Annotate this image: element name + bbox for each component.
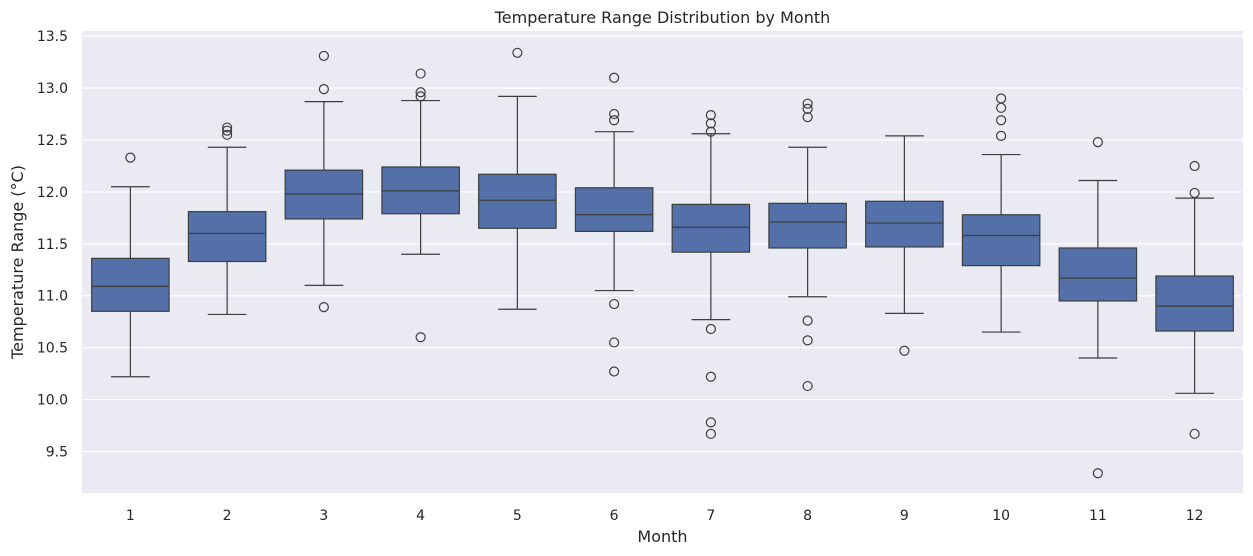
outlier-point xyxy=(1189,428,1200,439)
outlier-point xyxy=(802,103,813,114)
box-month-4 xyxy=(381,68,460,343)
outlier-point xyxy=(802,98,813,109)
outlier-point xyxy=(415,68,426,79)
y-tick-label: 11.5 xyxy=(37,237,68,253)
x-tick-label: 1 xyxy=(126,508,135,524)
outlier-point xyxy=(609,366,620,377)
grid-lines xyxy=(82,35,1243,453)
x-tick-label: 7 xyxy=(706,508,715,524)
x-tick-label: 2 xyxy=(223,508,232,524)
outlier-point xyxy=(415,91,426,102)
y-tick-label: 12.5 xyxy=(37,133,68,149)
box-month-12 xyxy=(1155,160,1234,439)
iqr-box xyxy=(671,203,751,253)
x-axis-label: Month xyxy=(637,527,687,546)
iqr-box xyxy=(865,200,944,248)
x-tick-label: 10 xyxy=(992,508,1010,524)
outlier-point xyxy=(318,50,329,62)
box-month-7 xyxy=(671,109,751,439)
iqr-box xyxy=(1058,247,1138,302)
outlier-point xyxy=(318,84,329,95)
outlier-point xyxy=(705,371,716,382)
x-tick-label: 6 xyxy=(610,508,619,524)
outlier-point xyxy=(802,315,813,326)
outlier-point xyxy=(415,332,426,343)
box-month-3 xyxy=(284,50,364,313)
outlier-point xyxy=(1189,187,1200,199)
outlier-point xyxy=(609,72,620,83)
outlier-point xyxy=(1189,160,1200,172)
outlier-point xyxy=(996,130,1007,141)
x-tick-label: 8 xyxy=(803,508,812,524)
iqr-box xyxy=(961,214,1041,267)
y-tick-label: 13.0 xyxy=(37,81,68,97)
outlier-point xyxy=(609,115,620,126)
outlier-point xyxy=(512,47,523,58)
outlier-point xyxy=(802,112,813,123)
x-tick-label: 12 xyxy=(1186,508,1204,524)
box-month-11 xyxy=(1058,136,1138,479)
chart-title: Temperature Range Distribution by Month xyxy=(494,8,831,27)
box-month-9 xyxy=(865,135,944,356)
outlier-point xyxy=(222,125,233,136)
box-month-6 xyxy=(574,72,654,377)
x-tick-label: 3 xyxy=(319,508,328,524)
outlier-point xyxy=(609,298,620,310)
outlier-point xyxy=(318,302,329,313)
x-tick-label: 11 xyxy=(1089,508,1107,524)
outlier-point xyxy=(222,129,233,140)
y-tick-label: 13.5 xyxy=(37,29,68,45)
y-tick-label: 10.0 xyxy=(37,393,68,409)
x-axis-ticks: 1 2 3 4 5 6 7 8 9 10 11 12 xyxy=(126,508,1204,524)
box-month-8 xyxy=(768,98,847,392)
iqr-box xyxy=(187,211,267,263)
outlier-point xyxy=(1092,468,1103,479)
outlier-point xyxy=(1092,136,1103,148)
iqr-box xyxy=(574,187,654,232)
iqr-box xyxy=(768,202,847,249)
outlier-point xyxy=(705,126,716,137)
box-month-5 xyxy=(478,47,557,310)
outlier-point xyxy=(705,109,716,121)
iqr-box xyxy=(91,257,170,312)
box-month-10 xyxy=(961,93,1041,333)
outlier-point xyxy=(125,152,136,163)
y-tick-label: 11.0 xyxy=(37,289,68,305)
x-tick-label: 9 xyxy=(900,508,909,524)
y-tick-label: 9.5 xyxy=(46,444,68,460)
y-axis-label: Temperature Range (°C) xyxy=(8,165,27,360)
iqr-box xyxy=(478,173,557,229)
plot-background xyxy=(82,31,1243,493)
outlier-point xyxy=(609,337,620,348)
y-axis-ticks: 9.5 10.0 10.5 11.0 11.5 12.0 12.5 13.0 13.5 xyxy=(37,29,68,460)
box-month-2 xyxy=(187,122,267,316)
outlier-point xyxy=(802,380,813,392)
y-tick-label: 10.5 xyxy=(37,341,68,357)
outlier-point xyxy=(996,93,1007,104)
outlier-point xyxy=(222,122,233,133)
outlier-point xyxy=(705,428,716,439)
outlier-point xyxy=(802,335,813,346)
x-tick-label: 4 xyxy=(416,508,425,524)
x-tick-label: 5 xyxy=(513,508,522,524)
outlier-point xyxy=(899,345,910,356)
outlier-point xyxy=(996,115,1007,126)
box-month-1 xyxy=(91,152,170,378)
outlier-point xyxy=(609,108,620,120)
box-plot-series xyxy=(91,47,1234,479)
outlier-point xyxy=(705,118,716,129)
outlier-point xyxy=(705,417,716,428)
outlier-point xyxy=(705,323,716,335)
y-tick-label: 12.0 xyxy=(37,185,68,201)
iqr-box xyxy=(1155,275,1234,332)
outlier-point xyxy=(415,87,426,98)
